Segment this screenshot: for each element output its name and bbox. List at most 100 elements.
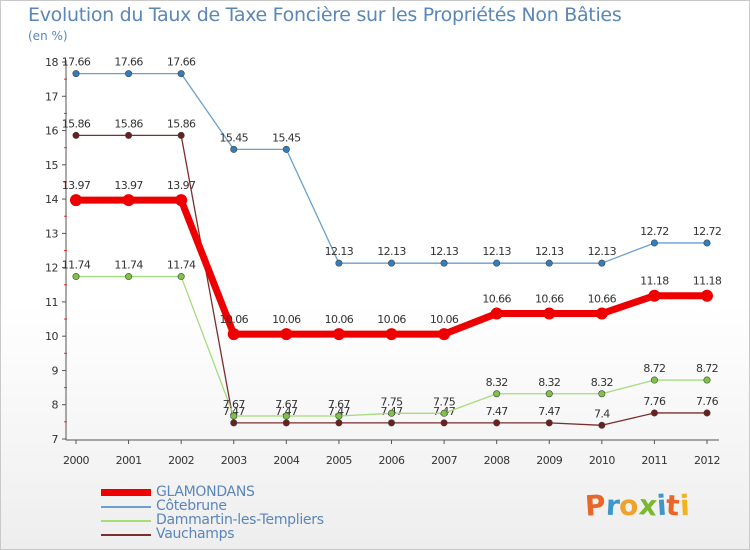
legend-swatch: [101, 506, 151, 508]
data-point-dammartin-les-templiers: [335, 412, 343, 420]
data-label-glamondans: 10.66: [588, 293, 617, 306]
data-label-dammartin-les-templiers: 8.32: [591, 376, 613, 389]
data-point-c-tebrune: [650, 239, 658, 247]
x-tick-label: 2012: [694, 454, 720, 467]
data-label-vauchamps: 7.47: [328, 405, 351, 418]
data-point-dammartin-les-templiers: [125, 273, 133, 281]
data-point-vauchamps: [703, 409, 711, 417]
data-point-c-tebrune: [282, 145, 290, 153]
legend-label: Vauchamps: [156, 526, 235, 542]
data-label-dammartin-les-templiers: 8.72: [643, 362, 665, 375]
data-label-c-tebrune: 12.13: [430, 245, 459, 258]
data-label-glamondans: 13.97: [167, 179, 196, 192]
x-tick-label: 2002: [168, 454, 194, 467]
y-tick-label: 15: [45, 159, 58, 172]
legend-label: Côtebrune: [156, 498, 227, 514]
data-label-vauchamps: 15.86: [114, 117, 143, 130]
data-label-glamondans: 10.06: [220, 313, 249, 326]
data-label-glamondans: 10.66: [482, 293, 511, 306]
legend-label: GLAMONDANS: [156, 484, 255, 500]
data-point-vauchamps: [230, 419, 238, 427]
x-tick-label: 2005: [326, 454, 352, 467]
y-tick-label: 18: [45, 56, 58, 69]
data-point-dammartin-les-templiers: [493, 390, 501, 398]
x-tick-label: 2004: [273, 454, 299, 467]
data-point-dammartin-les-templiers: [72, 273, 80, 281]
x-tick-label: 2001: [116, 454, 142, 467]
y-tick-label: 13: [45, 227, 58, 240]
y-axis-unit: (en %): [28, 29, 68, 43]
data-label-glamondans: 11.18: [693, 275, 722, 288]
x-tick-label: 2010: [589, 454, 615, 467]
data-point-vauchamps: [125, 131, 133, 139]
logo-letter: P: [583, 488, 607, 523]
y-tick-label: 8: [52, 399, 59, 412]
data-label-vauchamps: 7.47: [538, 405, 561, 418]
legend-swatch: [101, 534, 151, 536]
data-label-dammartin-les-templiers: 8.32: [486, 376, 508, 389]
data-label-dammartin-les-templiers: 11.74: [62, 259, 91, 272]
x-tick-label: 2008: [484, 454, 510, 467]
y-tick-label: 14: [45, 193, 58, 206]
data-label-glamondans: 10.06: [430, 313, 459, 326]
data-point-glamondans: [701, 289, 713, 302]
data-label-glamondans: 10.06: [377, 313, 406, 326]
data-point-glamondans: [595, 307, 608, 320]
data-label-c-tebrune: 12.13: [482, 245, 511, 258]
data-label-vauchamps: 7.4: [594, 407, 610, 420]
data-label-c-tebrune: 12.13: [588, 245, 617, 258]
data-point-vauchamps: [440, 419, 448, 427]
data-point-glamondans: [227, 328, 240, 341]
data-point-vauchamps: [72, 131, 80, 139]
data-point-glamondans: [385, 328, 398, 341]
data-point-glamondans: [648, 289, 661, 302]
y-tick-label: 9: [52, 364, 59, 377]
data-label-c-tebrune: 15.45: [272, 131, 301, 144]
data-label-dammartin-les-templiers: 7.75: [433, 395, 456, 408]
data-point-glamondans: [438, 328, 451, 341]
data-label-vauchamps: 7.76: [696, 395, 719, 408]
data-label-c-tebrune: 12.72: [640, 225, 669, 238]
data-label-c-tebrune: 12.13: [535, 245, 564, 258]
data-point-dammartin-les-templiers: [387, 409, 395, 417]
data-point-glamondans: [280, 328, 293, 341]
chart-title: Evolution du Taux de Taxe Foncière sur l…: [28, 4, 622, 26]
legend-swatch: [101, 489, 151, 496]
data-point-c-tebrune: [177, 70, 185, 78]
y-tick-label: 17: [45, 90, 58, 103]
logo-letter: i: [678, 488, 691, 523]
data-point-c-tebrune: [72, 70, 80, 78]
x-tick-label: 2003: [221, 454, 247, 467]
x-tick-label: 2009: [536, 454, 562, 467]
data-label-c-tebrune: 15.45: [220, 131, 249, 144]
data-label-dammartin-les-templiers: 8.72: [696, 362, 718, 375]
data-label-vauchamps: 15.86: [167, 117, 196, 130]
data-point-c-tebrune: [335, 259, 343, 267]
data-label-vauchamps: 7.47: [275, 405, 298, 418]
data-point-c-tebrune: [703, 239, 711, 247]
proxiti-logo: Proxiti: [583, 488, 691, 523]
series-line-c-tebrune: [76, 73, 707, 264]
data-label-c-tebrune: 12.72: [693, 225, 722, 238]
data-point-dammartin-les-templiers: [177, 273, 185, 281]
data-label-vauchamps: 7.47: [486, 405, 509, 418]
y-tick-label: 7: [52, 433, 59, 446]
data-label-glamondans: 11.18: [640, 275, 669, 288]
data-point-vauchamps: [282, 419, 290, 427]
data-point-glamondans: [332, 328, 345, 341]
data-label-glamondans: 13.97: [62, 179, 91, 192]
data-label-dammartin-les-templiers: 8.32: [538, 376, 560, 389]
data-point-dammartin-les-templiers: [598, 390, 606, 398]
data-point-glamondans: [70, 194, 82, 207]
data-label-glamondans: 13.97: [114, 179, 143, 192]
data-point-glamondans: [175, 194, 188, 207]
data-label-glamondans: 10.66: [535, 293, 564, 306]
data-point-vauchamps: [598, 421, 606, 429]
legend-label: Dammartin-les-Templiers: [156, 512, 324, 528]
logo-letter: x: [637, 488, 659, 523]
data-label-glamondans: 10.06: [272, 313, 301, 326]
data-label-vauchamps: 7.76: [643, 395, 666, 408]
data-label-dammartin-les-templiers: 7.67: [328, 398, 351, 411]
